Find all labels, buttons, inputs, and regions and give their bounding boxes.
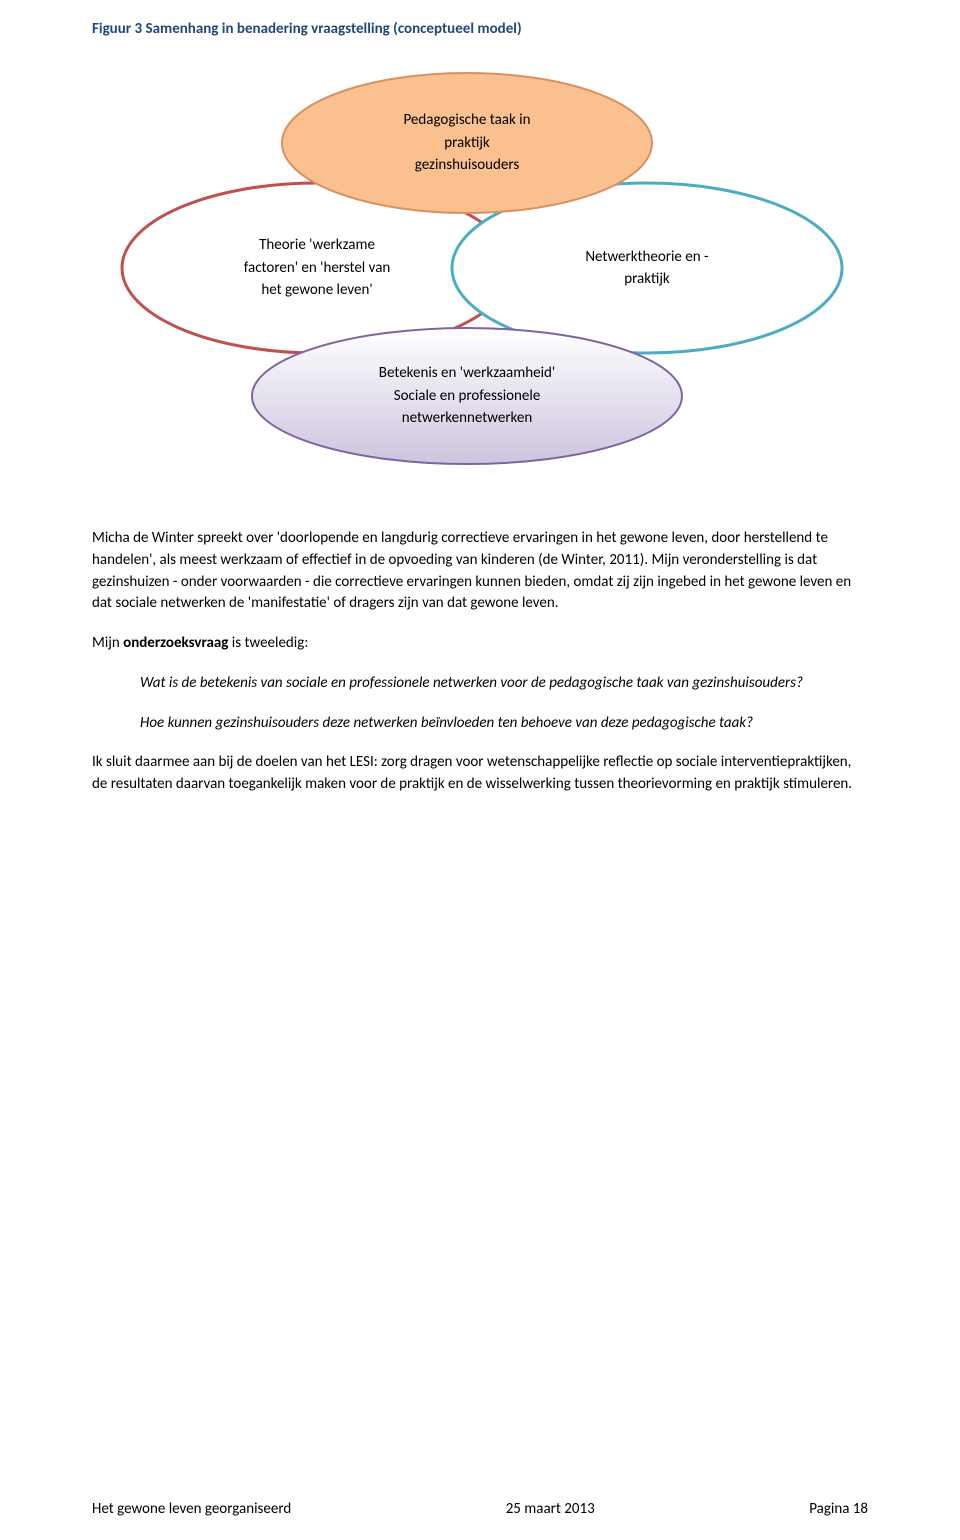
footer-left: Het gewone leven georganiseerd [92,1500,291,1518]
footer-right: Pagina 18 [809,1500,868,1518]
p2-tail: is tweeledig: [228,634,308,652]
paragraph-3: Ik sluit daarmee aan bij de doelen van h… [92,752,868,796]
p2-bold: onderzoeksvraag [123,634,228,652]
footer-center: 25 maart 2013 [506,1500,595,1518]
paragraph-1: Micha de Winter spreekt over 'doorlopend… [92,528,868,615]
p2-lead: Mijn [92,634,123,652]
figure-title: Figuur 3 Samenhang in benadering vraagst… [92,20,868,38]
body-text: Micha de Winter spreekt over 'doorlopend… [92,528,868,796]
conceptual-model-diagram: Pedagogische taak inpraktijkgezinshuisou… [92,48,872,488]
ellipse-right-label: Netwerktheorie en -praktijk [452,183,842,353]
page-footer: Het gewone leven georganiseerd 25 maart … [92,1500,868,1518]
ellipse-bottom-label: Betekenis en 'werkzaamheid'Sociale en pr… [252,328,682,464]
research-question-1: Wat is de betekenis van sociale en profe… [140,673,868,695]
figure-title-text: Figuur 3 Samenhang in benadering vraagst… [92,20,522,38]
research-question-2: Hoe kunnen gezinshuisouders deze netwerk… [140,713,868,735]
paragraph-2: Mijn onderzoeksvraag is tweeledig: [92,633,868,655]
